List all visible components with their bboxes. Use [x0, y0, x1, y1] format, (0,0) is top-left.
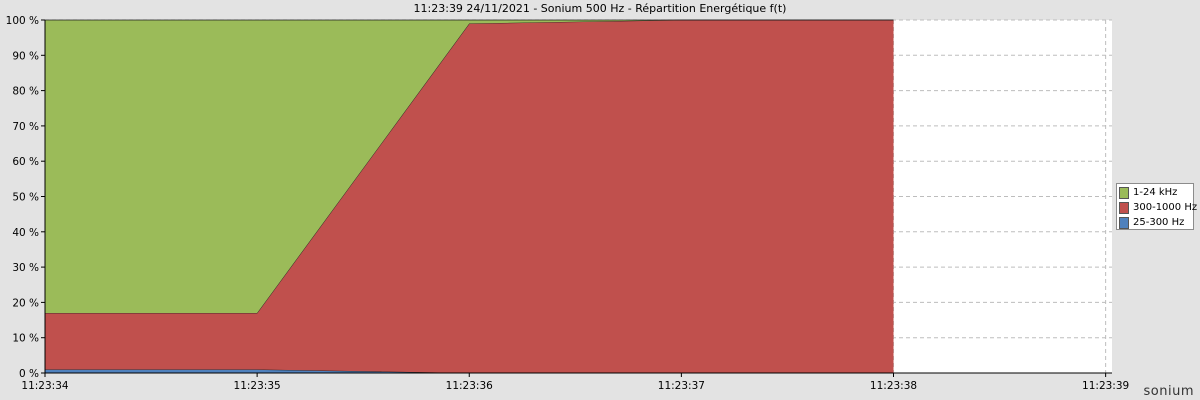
legend-swatch: [1119, 186, 1129, 199]
legend-item-25-300hz: 25-300 Hz: [1117, 215, 1193, 230]
x-tick-label: 11:23:37: [658, 380, 705, 392]
x-tick-label: 11:23:38: [870, 380, 917, 392]
legend-item-300-1000hz: 300-1000 Hz: [1117, 200, 1197, 215]
y-tick-label: 20 %: [12, 297, 39, 309]
y-tick-label: 60 %: [12, 156, 39, 168]
sonium-logo: sonium: [1143, 384, 1194, 399]
y-tick-label: 50 %: [12, 192, 39, 204]
y-axis-ticks: 0 % 10 % 20 % 30 % 40 % 50 % 60 % 70 % 80 % 90 % 1…: [6, 15, 45, 380]
legend-label: 25-300 Hz: [1133, 217, 1185, 228]
area-1-24khz: [45, 20, 894, 313]
y-tick-label: 70 %: [12, 121, 39, 133]
x-tick-label: 11:23:39: [1082, 380, 1129, 392]
x-tick-label: 11:23:36: [446, 380, 493, 392]
x-tick-label: 11:23:34: [21, 380, 68, 392]
chart-title: 11:23:39 24/11/2021 - Sonium 500 Hz - Ré…: [413, 2, 787, 15]
y-tick-label: 40 %: [12, 227, 39, 239]
y-tick-label: 10 %: [12, 333, 39, 345]
x-axis-ticks: 11:23:34 11:23:35 11:23:36 11:23:37 11:23:38…: [21, 373, 1129, 392]
y-tick-label: 100 %: [6, 15, 39, 27]
y-tick-label: 80 %: [12, 86, 39, 98]
stacked-areas: [45, 19, 894, 374]
y-tick-label: 30 %: [12, 262, 39, 274]
y-tick-label: 0 %: [19, 368, 39, 380]
area-300-1000hz: [45, 20, 894, 373]
legend-label: 1-24 kHz: [1133, 187, 1178, 198]
area-25-300hz: [45, 369, 894, 373]
legend-swatch: [1119, 216, 1129, 229]
legend-item-1-24khz: 1-24 kHz: [1117, 185, 1193, 200]
x-tick-label: 11:23:35: [234, 380, 281, 392]
y-tick-label: 90 %: [12, 50, 39, 62]
legend-label: 300-1000 Hz: [1133, 202, 1198, 213]
legend-swatch: [1119, 201, 1129, 214]
legend: 1-24 kHz 300-1000 Hz 25-300 Hz: [1116, 183, 1197, 230]
